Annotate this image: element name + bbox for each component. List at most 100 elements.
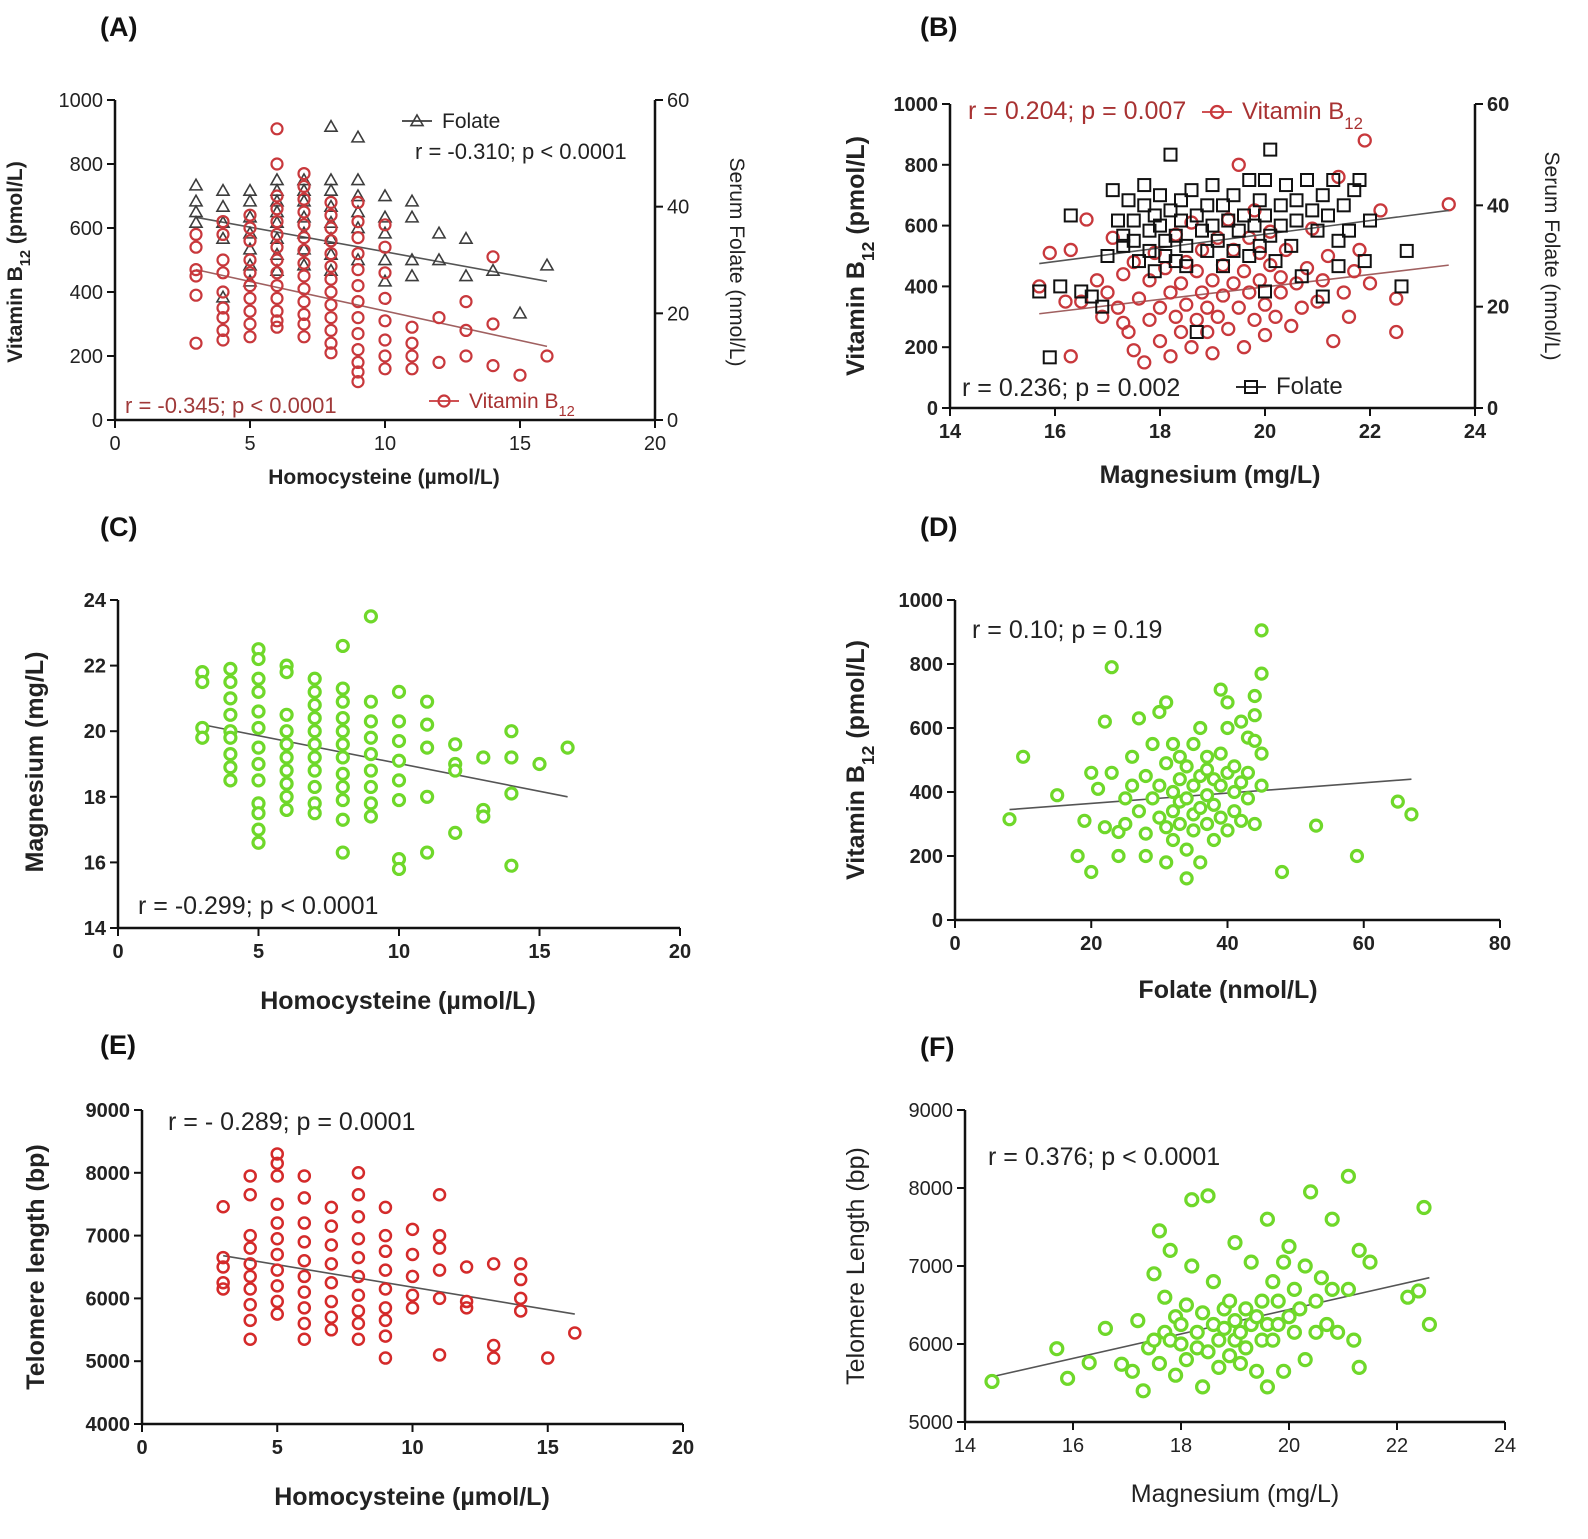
data-point [1341, 309, 1357, 324]
data-point [1308, 818, 1324, 833]
data-point [297, 1269, 312, 1284]
data-point [216, 1199, 230, 1214]
data-point [297, 243, 311, 257]
data-point [363, 809, 378, 824]
data-point [1252, 238, 1267, 253]
x-tick-label: 18 [1149, 421, 1171, 443]
data-point [1289, 213, 1304, 228]
data-point [270, 189, 284, 203]
data-point [270, 1197, 284, 1211]
data-point [251, 720, 266, 736]
data-point [351, 1269, 366, 1284]
data-point [1324, 1281, 1340, 1298]
data-point [1165, 784, 1181, 800]
data-point [485, 263, 501, 277]
data-point [1063, 242, 1078, 258]
data-point [1186, 823, 1201, 838]
data-point [1173, 1316, 1189, 1333]
data-point [1145, 791, 1160, 806]
data-point [1184, 1192, 1200, 1208]
y-tick-label: 0 [927, 398, 938, 420]
x-tick-label: 10 [374, 433, 396, 455]
data-point [1352, 173, 1367, 187]
data-point [1194, 1305, 1211, 1321]
data-point [432, 1291, 447, 1306]
data-point [1240, 791, 1256, 806]
data-point [297, 231, 311, 245]
x-tick-label: 5 [244, 433, 255, 455]
panel-label: (C) [100, 512, 137, 542]
data-point [270, 1307, 284, 1321]
data-point [405, 1247, 420, 1262]
data-point [1147, 264, 1162, 279]
data-point [1163, 147, 1178, 162]
x-tick-label: 24 [1494, 1435, 1516, 1457]
data-point [1319, 1316, 1335, 1333]
data-point [324, 285, 338, 299]
y-tick-label: 600 [905, 216, 938, 238]
data-point [378, 1329, 393, 1343]
y-tick-label: 7000 [86, 1226, 131, 1248]
data-point [323, 172, 339, 186]
data-point [1281, 1238, 1297, 1255]
data-point [459, 323, 473, 337]
data-point [1121, 193, 1136, 208]
data-point [1286, 1281, 1303, 1298]
data-point [297, 1253, 312, 1268]
data-point [378, 291, 392, 305]
data-point [1294, 300, 1309, 315]
data-point [279, 724, 294, 739]
data-point [1236, 264, 1252, 279]
x-tick-label: 5 [253, 941, 264, 963]
data-point [251, 756, 266, 772]
data-point [215, 199, 231, 213]
data-point [243, 234, 257, 248]
data-point [297, 256, 311, 270]
data-point [1159, 695, 1174, 710]
y2-axis-title: Serum Folate (nmol/L) [725, 158, 748, 367]
legend-marker [437, 394, 451, 408]
y-tick-label: 600 [910, 718, 943, 740]
y-tick-label: 800 [905, 155, 938, 177]
data-point [1404, 807, 1419, 822]
y-tick-label: 18 [84, 787, 106, 809]
y-tick-label: 800 [910, 654, 943, 676]
x-tick-label: 22 [1386, 1435, 1408, 1457]
data-point [251, 704, 266, 719]
data-point [269, 263, 285, 277]
data-point [335, 724, 350, 739]
data-point [1200, 1188, 1216, 1204]
y-tick-label: 4000 [86, 1414, 131, 1436]
panel-label: (F) [920, 1032, 954, 1062]
data-point [1165, 832, 1181, 848]
data-point [1200, 243, 1215, 258]
y-tick-label: 400 [70, 282, 103, 304]
data-point [1220, 823, 1235, 838]
data-point [378, 1200, 393, 1215]
data-point [1226, 243, 1241, 258]
y-tick-label: 5000 [909, 1412, 954, 1434]
data-point [432, 1228, 447, 1243]
data-point [1362, 1254, 1378, 1270]
data-point [1373, 203, 1388, 218]
data-point [323, 119, 339, 133]
data-point [1340, 1281, 1357, 1298]
data-point [378, 1282, 393, 1296]
data-point [1302, 1184, 1319, 1200]
data-point [297, 205, 311, 219]
data-point [1205, 1273, 1222, 1290]
data-point [297, 192, 311, 206]
data-point [420, 845, 435, 860]
data-point [1347, 264, 1362, 279]
data-point [1265, 1273, 1281, 1290]
data-point [1254, 778, 1269, 793]
y-tick-label: 16 [84, 852, 106, 874]
data-point [1275, 1363, 1292, 1379]
data-point [1248, 1363, 1265, 1379]
x-tick-label: 14 [939, 421, 962, 443]
data-point [243, 317, 257, 331]
y2-axis-title: Serum Folate (nmol/L) [1540, 152, 1563, 361]
data-point [251, 835, 266, 850]
data-point [1153, 218, 1167, 233]
